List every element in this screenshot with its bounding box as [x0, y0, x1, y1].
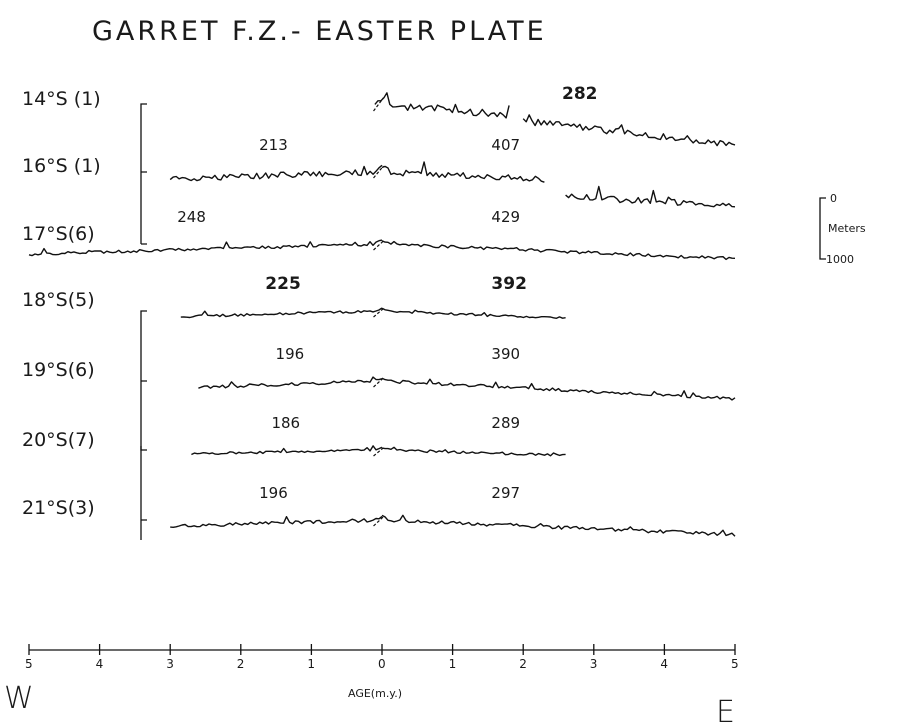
profile-east-segment: [522, 114, 736, 147]
east-value-label: 407: [491, 136, 520, 154]
east-label: E: [716, 695, 735, 722]
profile-east-segment: [381, 161, 545, 183]
profile-east-segment: [381, 446, 566, 457]
crest-dash: [373, 165, 384, 179]
row-label: 18°S(5): [22, 289, 95, 311]
depth-scale-bottom: 1000: [826, 253, 854, 266]
west-value-label: 186: [271, 414, 300, 432]
age-tick-label: 2: [519, 657, 527, 671]
profile-west-segment: [374, 92, 510, 119]
age-axis: 5 4 3 2 1 0 1 2 3 4 5: [25, 644, 739, 671]
profile-east-segment-2: [565, 185, 736, 208]
crest-dash: [373, 97, 384, 112]
age-tick-label: 1: [307, 657, 315, 671]
crest-dash: [373, 308, 384, 318]
chart-title: GARRET F.Z.- EASTER PLATE: [92, 16, 547, 47]
profile-west-segment: [28, 239, 383, 257]
east-value-label: 390: [491, 345, 520, 363]
row-label: 16°S (1): [22, 155, 101, 177]
east-value-label: 282: [562, 84, 598, 104]
row-label: 20°S(7): [22, 429, 95, 451]
profile-west-segment: [191, 445, 383, 456]
bracket-middle: [140, 310, 147, 451]
west-value-label: 196: [259, 484, 288, 502]
row-label: 17°S(6): [22, 223, 95, 245]
profiles: [28, 92, 736, 537]
row-label: 21°S(3): [22, 497, 95, 519]
age-tick-label: 1: [449, 657, 457, 671]
age-tick-label: 4: [660, 657, 668, 671]
east-value-label: 392: [491, 274, 527, 294]
profile-east-segment: [381, 377, 736, 401]
profile-value-labels: 282 213 407 248 429 225 392 196 390 186 289 196 297: [177, 84, 597, 502]
east-value-label: 429: [491, 208, 520, 226]
west-value-label: 248: [177, 208, 206, 226]
profile-west-segment: [198, 376, 383, 389]
depth-scale-bar: [819, 197, 826, 260]
profile-east-segment: [381, 307, 566, 319]
west-value-label: 225: [265, 274, 301, 294]
age-tick-label: 5: [731, 657, 739, 671]
crest-dash: [373, 516, 384, 527]
profile-west-segment: [169, 164, 383, 182]
west-value-label: 196: [276, 345, 305, 363]
profile-west-segment: [180, 307, 383, 319]
depth-scale: 0 Meters 1000: [819, 192, 866, 266]
age-tick-label: 5: [25, 657, 33, 671]
row-label: 19°S(6): [22, 359, 95, 381]
profile-west-segment: [170, 515, 383, 528]
row-brackets: [140, 103, 147, 540]
age-tick-label: 4: [96, 657, 104, 671]
depth-scale-unit: Meters: [828, 222, 866, 235]
bracket-upper: [140, 103, 147, 245]
east-value-label: 289: [491, 414, 520, 432]
profile-east-segment: [381, 514, 736, 537]
x-axis-label: AGE(m.y.): [348, 687, 402, 700]
age-tick-label: 2: [237, 657, 245, 671]
depth-scale-top: 0: [830, 192, 837, 205]
west-label: W: [4, 681, 34, 716]
row-label: 14°S (1): [22, 88, 101, 110]
profile-east-segment: [381, 240, 736, 261]
age-tick-label: 3: [590, 657, 598, 671]
age-tick-label: 0: [378, 657, 386, 671]
row-labels: 14°S (1) 16°S (1) 17°S(6) 18°S(5) 19°S(6) 20°…: [22, 88, 101, 519]
crest-dash: [373, 447, 384, 457]
age-tick-label: 3: [166, 657, 174, 671]
bracket-lower: [140, 446, 147, 540]
crest-dash: [373, 377, 384, 388]
crest-dash: [373, 240, 384, 251]
west-value-label: 213: [259, 136, 288, 154]
east-value-label: 297: [491, 484, 520, 502]
